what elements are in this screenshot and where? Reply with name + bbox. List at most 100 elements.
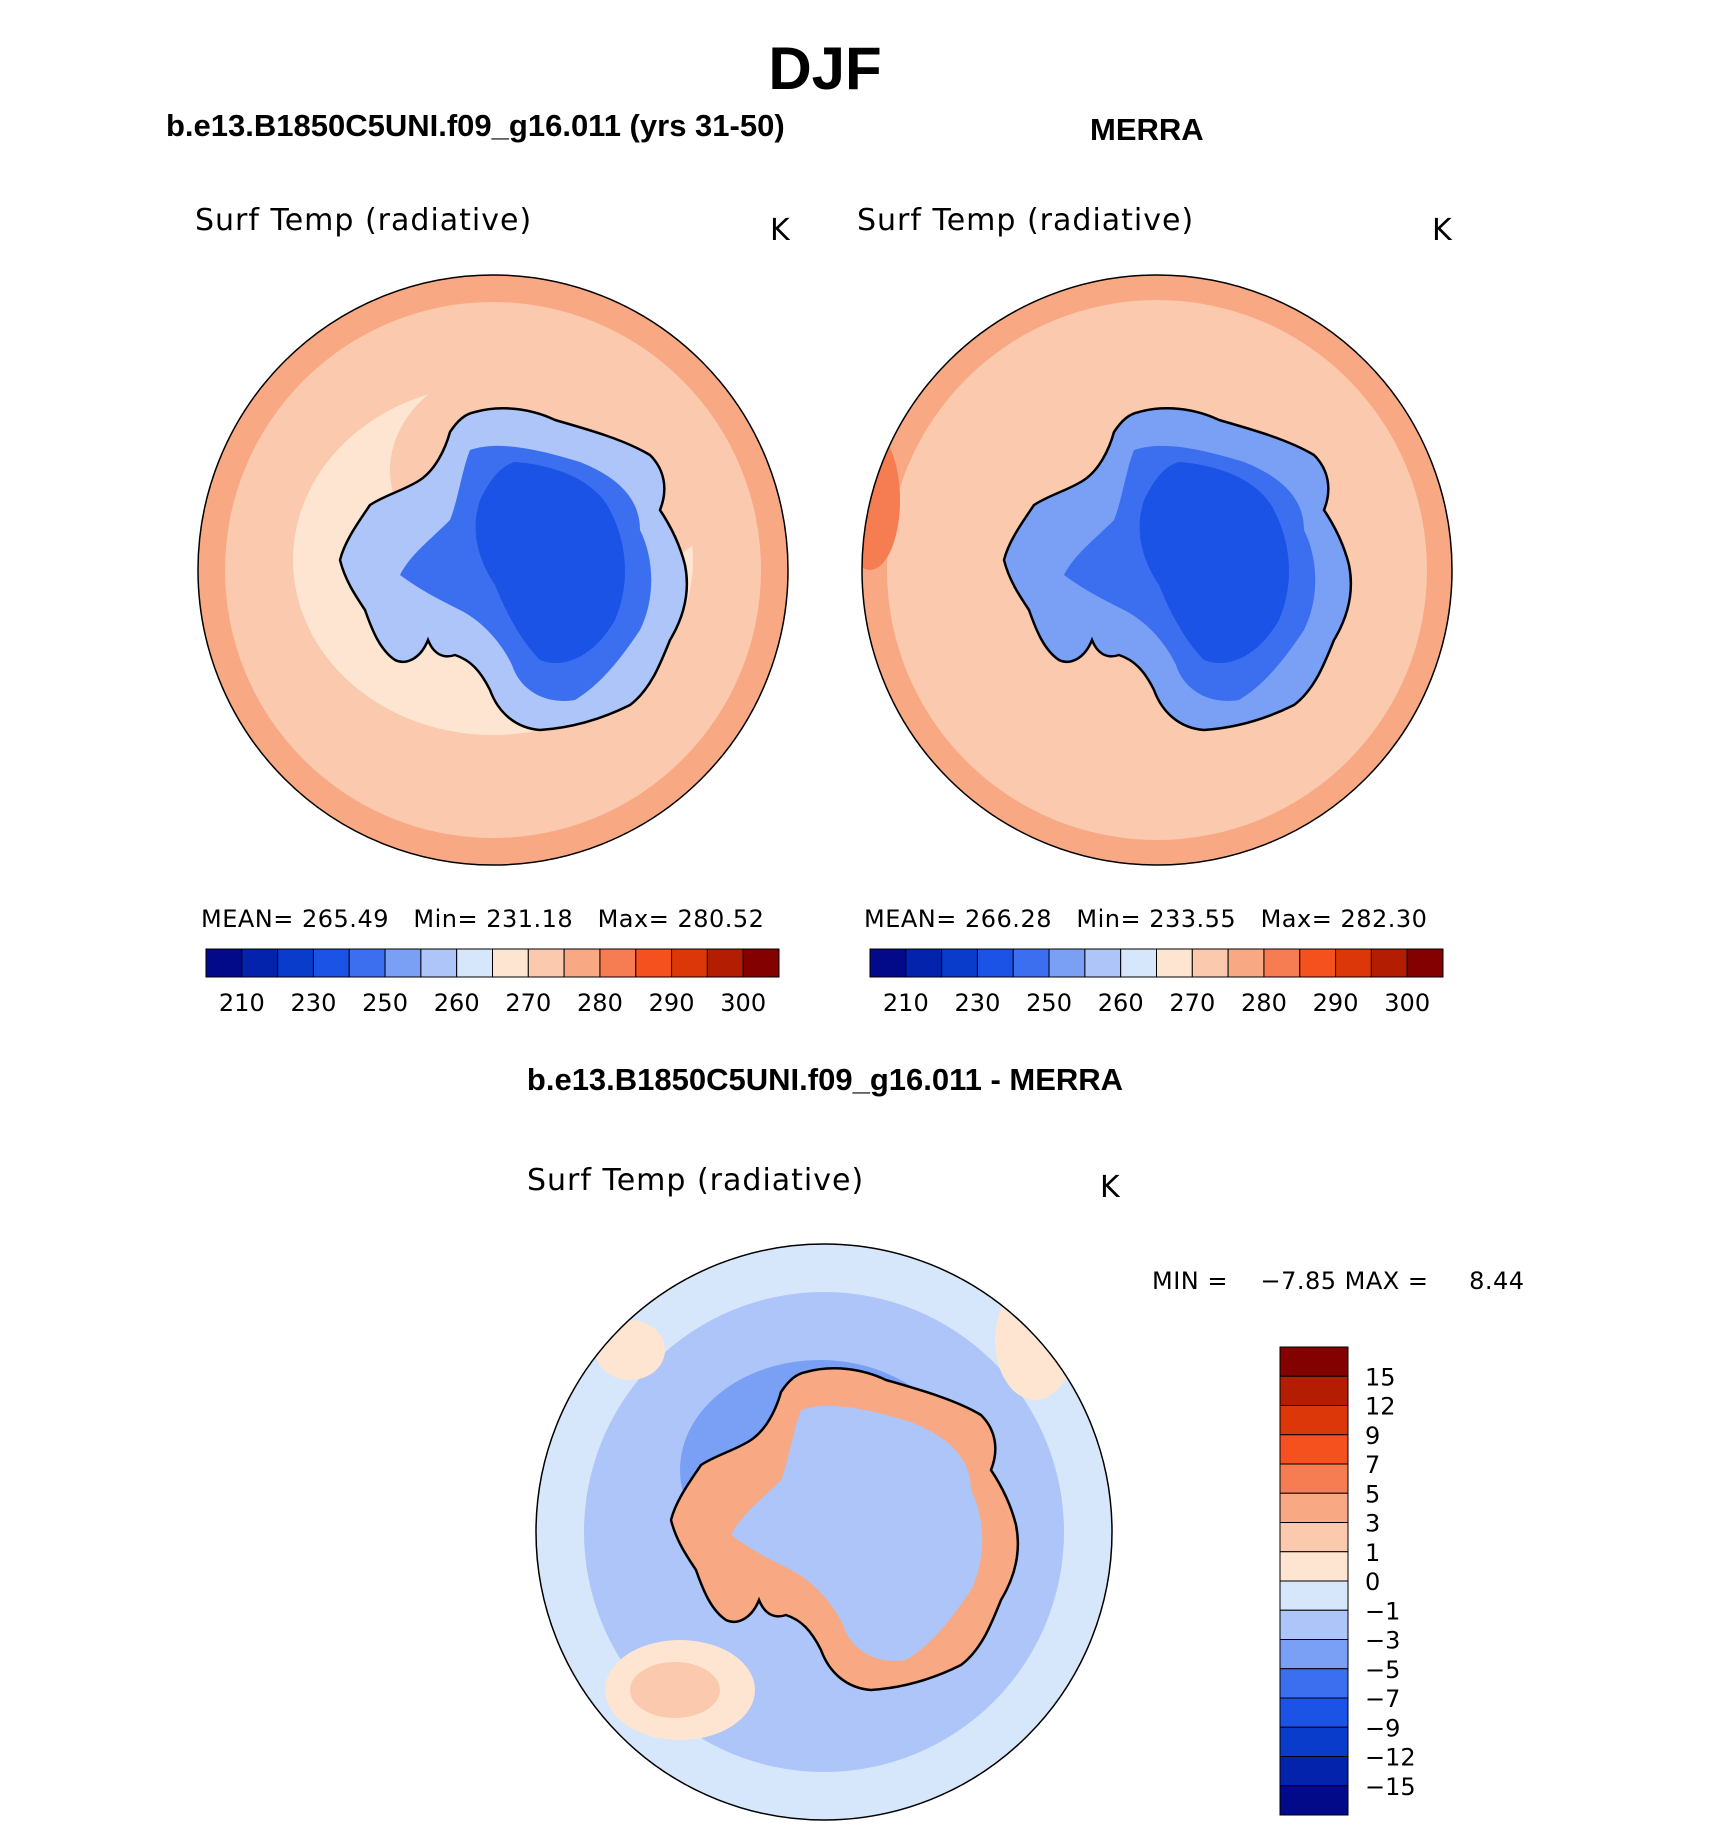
obs-mean-label: MEAN= xyxy=(864,905,957,933)
model-colorbar-swatch xyxy=(348,948,386,978)
obs-map-boundary xyxy=(861,274,1453,866)
model-variable-label: Surf Temp (radiative) xyxy=(195,203,533,238)
obs-units-label: K xyxy=(1432,213,1452,248)
diff-colorbar-tick-label: −9 xyxy=(1365,1714,1400,1742)
diff-units-label: K xyxy=(1100,1170,1120,1205)
diff-colorbar-tick-label: 5 xyxy=(1365,1480,1380,1508)
obs-colorbar-swatch xyxy=(1012,948,1050,978)
model-colorbar-swatch xyxy=(205,948,243,978)
obs-colorbar-swatch xyxy=(905,948,943,978)
obs-map xyxy=(862,275,1452,865)
obs-min-label: Min= xyxy=(1076,905,1142,933)
model-colorbar-tick-label: 260 xyxy=(434,989,480,1017)
model-colorbar-swatch xyxy=(492,948,529,978)
diff-map xyxy=(536,1244,1112,1820)
model-colorbar-tick-label: 290 xyxy=(649,989,695,1017)
diff-variable-label: Surf Temp (radiative) xyxy=(527,1163,865,1198)
diff-colorbar-tick-label: −7 xyxy=(1365,1685,1400,1713)
obs-colorbar-tick-label: 210 xyxy=(883,989,929,1017)
diff-colorbar-tick-label: 0 xyxy=(1365,1568,1380,1596)
model-map xyxy=(198,275,788,865)
model-colorbar-swatch xyxy=(384,948,422,978)
model-min-label: Min= xyxy=(413,905,479,933)
model-min-value: 231.18 xyxy=(486,905,574,933)
diff-colorbar-swatch xyxy=(1279,1785,1349,1816)
obs-colorbar-swatch xyxy=(1191,948,1229,978)
diff-panel-title: b.e13.B1850C5UNI.f09_g16.011 - MERRA xyxy=(526,1062,1124,1097)
obs-min-value: 233.55 xyxy=(1149,905,1237,933)
diff-stats: MIN = −7.85 MAX = 8.44 xyxy=(1152,1267,1525,1295)
diff-colorbar-swatch xyxy=(1279,1492,1349,1523)
diff-colorbar-swatch xyxy=(1279,1375,1349,1406)
diff-colorbar-tick-label: −3 xyxy=(1365,1627,1400,1655)
model-mean-value: 265.49 xyxy=(302,905,389,933)
obs-colorbar-swatch xyxy=(1299,948,1337,978)
obs-variable-label: Surf Temp (radiative) xyxy=(857,203,1195,238)
diff-colorbar-tick-label: 12 xyxy=(1365,1393,1396,1421)
diff-colorbar-swatch xyxy=(1279,1580,1349,1611)
obs-colorbar-swatch xyxy=(1084,948,1122,978)
obs-colorbar-tick-label: 270 xyxy=(1169,989,1215,1017)
diff-colorbar-swatch xyxy=(1279,1346,1349,1377)
model-colorbar-tick-label: 300 xyxy=(720,989,766,1017)
model-colorbar-swatch xyxy=(635,948,673,978)
diff-colorbar-tick-label: 7 xyxy=(1365,1451,1380,1479)
diff-map-boundary xyxy=(535,1243,1113,1821)
model-mean-label: MEAN= xyxy=(201,905,294,933)
model-colorbar-swatch xyxy=(527,948,565,978)
diff-colorbar-tick-label: 9 xyxy=(1365,1422,1380,1450)
obs-panel-title: MERRA xyxy=(1090,112,1204,147)
diff-colorbar-swatch xyxy=(1279,1726,1349,1757)
obs-colorbar-swatch xyxy=(1370,948,1408,978)
figure-title: DJF xyxy=(768,35,882,102)
model-colorbar-tick-label: 280 xyxy=(577,989,623,1017)
model-colorbar-swatch xyxy=(706,948,744,978)
obs-colorbar-tick-label: 230 xyxy=(955,989,1001,1017)
obs-colorbar-swatch xyxy=(1227,948,1265,978)
model-units-label: K xyxy=(770,213,790,248)
model-colorbar-swatch xyxy=(671,948,708,978)
model-colorbar-tick-label: 230 xyxy=(291,989,337,1017)
obs-max-label: Max= xyxy=(1260,905,1333,933)
model-colorbar-swatch xyxy=(312,948,350,978)
diff-colorbar-swatch xyxy=(1279,1405,1349,1436)
model-max-label: Max= xyxy=(597,905,670,933)
diff-colorbar-tick-label: −12 xyxy=(1365,1744,1416,1772)
model-colorbar: 210 230 250 260 270 280 290 300 xyxy=(205,948,780,1017)
diff-colorbar-tick-label: −5 xyxy=(1365,1656,1400,1684)
obs-colorbar-swatch xyxy=(1048,948,1086,978)
model-colorbar-swatch xyxy=(456,948,493,978)
obs-colorbar-swatch xyxy=(1156,948,1193,978)
obs-colorbar-swatch xyxy=(1335,948,1372,978)
obs-colorbar-tick-label: 260 xyxy=(1098,989,1144,1017)
diff-colorbar-swatch xyxy=(1279,1551,1349,1582)
obs-mean-value: 266.28 xyxy=(965,905,1052,933)
model-colorbar-swatch xyxy=(277,948,314,978)
diff-colorbar-tick-label: 15 xyxy=(1365,1363,1396,1391)
obs-colorbar-swatch xyxy=(941,948,978,978)
obs-colorbar-tick-label: 280 xyxy=(1241,989,1287,1017)
model-map-boundary xyxy=(197,274,789,866)
model-panel-title: b.e13.B1850C5UNI.f09_g16.011 (yrs 31-50) xyxy=(166,108,785,143)
obs-colorbar-tick-label: 250 xyxy=(1026,989,1072,1017)
obs-colorbar-swatch xyxy=(1406,948,1444,978)
model-stats: MEAN= 265.49 Min= 231.18 Max= 280.52 xyxy=(201,905,764,933)
diff-colorbar-swatch xyxy=(1279,1756,1349,1787)
diff-colorbar-swatch xyxy=(1279,1463,1349,1494)
model-colorbar-tick-label: 250 xyxy=(362,989,408,1017)
obs-colorbar: 210 230 250 260 270 280 290 300 xyxy=(869,948,1444,1017)
model-colorbar-swatch xyxy=(241,948,279,978)
model-max-value: 280.52 xyxy=(677,905,765,933)
obs-stats: MEAN= 266.28 Min= 233.55 Max= 282.30 xyxy=(864,905,1427,933)
obs-colorbar-tick-label: 290 xyxy=(1313,989,1359,1017)
obs-colorbar-swatch xyxy=(1263,948,1301,978)
model-colorbar-tick-label: 210 xyxy=(219,989,265,1017)
obs-colorbar-tick-label: 300 xyxy=(1384,989,1430,1017)
diff-colorbar-swatch xyxy=(1279,1434,1349,1465)
obs-colorbar-swatch xyxy=(869,948,907,978)
model-colorbar-swatch xyxy=(563,948,601,978)
diff-colorbar-tick-label: 3 xyxy=(1365,1510,1380,1538)
obs-colorbar-swatch xyxy=(976,948,1014,978)
